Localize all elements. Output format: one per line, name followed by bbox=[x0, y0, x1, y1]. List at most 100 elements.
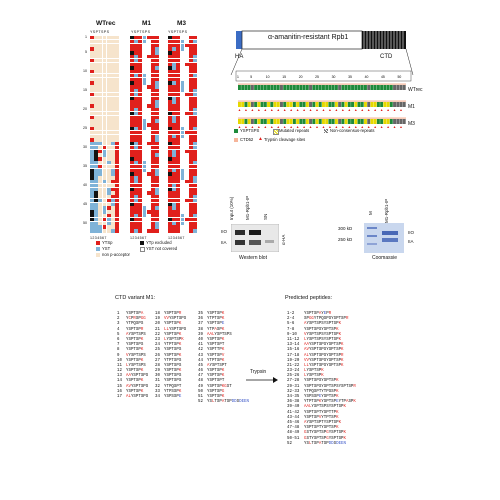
residue: S bbox=[216, 369, 220, 374]
heatmap-cell bbox=[111, 77, 115, 82]
heatmap-colhead-wtrec: YSPTSPS bbox=[90, 30, 110, 34]
heatmap-cell bbox=[146, 123, 151, 127]
heatmap-cell bbox=[102, 66, 107, 70]
residue: K bbox=[343, 431, 346, 436]
heatmap-cell bbox=[172, 229, 176, 233]
residue: Y bbox=[207, 374, 210, 379]
residue: P bbox=[313, 353, 317, 358]
ctd52-bar bbox=[238, 83, 406, 85]
heatmap-cell bbox=[90, 130, 94, 135]
residue: Y bbox=[323, 332, 327, 337]
heatmap-cell bbox=[94, 73, 98, 78]
sequence-text: YSPTSPK bbox=[126, 348, 143, 352]
residue: S bbox=[143, 332, 146, 337]
heatmap-cell bbox=[168, 89, 172, 93]
residue: S bbox=[216, 384, 220, 389]
residue: S bbox=[313, 312, 317, 316]
heatmap-cell bbox=[115, 176, 119, 180]
residue: Y bbox=[207, 395, 210, 399]
ctd-repeat bbox=[286, 85, 290, 90]
heatmap-cell bbox=[155, 47, 159, 51]
sequence-row: 52 YSLTSPATSPDDSDEEN bbox=[287, 442, 356, 447]
heatmap-cell bbox=[134, 195, 138, 199]
residue: P bbox=[326, 395, 329, 399]
residue: G bbox=[311, 317, 314, 322]
ha-label: HA bbox=[235, 54, 244, 60]
cm-band-iio: IIO bbox=[408, 230, 415, 235]
sequence-row: 27-28 YSPTSPSYSPTSPK bbox=[287, 379, 356, 384]
heatmap-cell bbox=[102, 221, 107, 225]
residue: S bbox=[173, 348, 177, 353]
residue: K bbox=[318, 400, 322, 405]
heatmap-cell bbox=[172, 119, 176, 123]
heatmap-cell bbox=[193, 191, 197, 195]
residue: S bbox=[326, 332, 329, 337]
heatmap-cell bbox=[168, 111, 172, 116]
residue: S bbox=[209, 374, 212, 379]
residue: Q bbox=[171, 384, 174, 389]
ctd-repeat bbox=[292, 85, 296, 90]
heatmap-cell bbox=[138, 96, 143, 100]
heatmap-cell bbox=[151, 104, 155, 108]
residue: P bbox=[333, 384, 337, 389]
sequence-row: 18 YSPTSPR bbox=[155, 312, 186, 317]
residue: P bbox=[138, 369, 141, 374]
residue: P bbox=[211, 322, 215, 327]
heatmap-cell bbox=[106, 221, 111, 225]
residue: T bbox=[311, 441, 314, 446]
residue: S bbox=[308, 332, 312, 337]
heatmap-cell bbox=[90, 58, 94, 63]
residue: P bbox=[211, 327, 215, 332]
residue: R bbox=[328, 312, 332, 316]
heatmap-cell bbox=[90, 176, 94, 180]
heatmap-cell bbox=[151, 221, 155, 225]
residue: P bbox=[219, 317, 222, 322]
heatmap-cell bbox=[134, 77, 138, 82]
residue: V bbox=[126, 353, 129, 358]
heatmap-cell bbox=[111, 179, 115, 184]
residue: S bbox=[323, 363, 327, 368]
trypsin-site bbox=[283, 109, 286, 111]
heatmap-cell bbox=[189, 77, 193, 82]
heatmap-cell bbox=[111, 229, 115, 233]
ctd-repeat bbox=[257, 119, 261, 124]
residue: T bbox=[328, 395, 332, 399]
residue: A bbox=[126, 395, 129, 399]
residue: P bbox=[308, 312, 312, 316]
residue: P bbox=[326, 384, 329, 389]
heatmap-cell bbox=[106, 138, 111, 142]
legend-yst-not-covered: YST not covered bbox=[146, 246, 178, 251]
heatmap-cell bbox=[151, 62, 155, 66]
residue: S bbox=[328, 317, 332, 322]
heatmap-cell bbox=[130, 70, 134, 74]
heatmap-cell bbox=[90, 206, 94, 210]
ctd-repeat bbox=[260, 119, 264, 124]
ctd-tick-label: 10 bbox=[266, 75, 270, 79]
ctd-repeat bbox=[325, 85, 329, 90]
residue: T bbox=[328, 415, 332, 420]
ctd-repeat bbox=[367, 102, 371, 107]
heatmap-cell bbox=[142, 168, 147, 172]
residue: S bbox=[176, 337, 179, 342]
sequence-row: 50-51 GSTYSPTSPGYSPTSPK bbox=[287, 437, 356, 442]
residue: S bbox=[135, 369, 139, 374]
residue: N bbox=[246, 400, 249, 405]
heatmap-cell bbox=[98, 198, 103, 203]
residue: S bbox=[135, 312, 139, 316]
sequence-index: 52 bbox=[287, 441, 292, 446]
residue: S bbox=[173, 353, 177, 358]
residue: S bbox=[135, 317, 139, 322]
sequence-row: 11-12 LYSPTSPSYSPTSPK bbox=[287, 338, 356, 343]
residue: P bbox=[168, 343, 172, 348]
heatmap-cell bbox=[142, 210, 147, 214]
ctd-repeat bbox=[318, 119, 322, 124]
heatmap-cell bbox=[180, 47, 185, 51]
heatmap-cell bbox=[111, 54, 115, 59]
residue: P bbox=[316, 426, 319, 431]
heatmap-cell bbox=[172, 164, 176, 169]
heatmap-cell bbox=[106, 195, 111, 199]
residue: P bbox=[138, 317, 141, 322]
ctd-repeat bbox=[247, 102, 251, 107]
residue: Y bbox=[126, 369, 129, 374]
residue: P bbox=[318, 317, 322, 322]
